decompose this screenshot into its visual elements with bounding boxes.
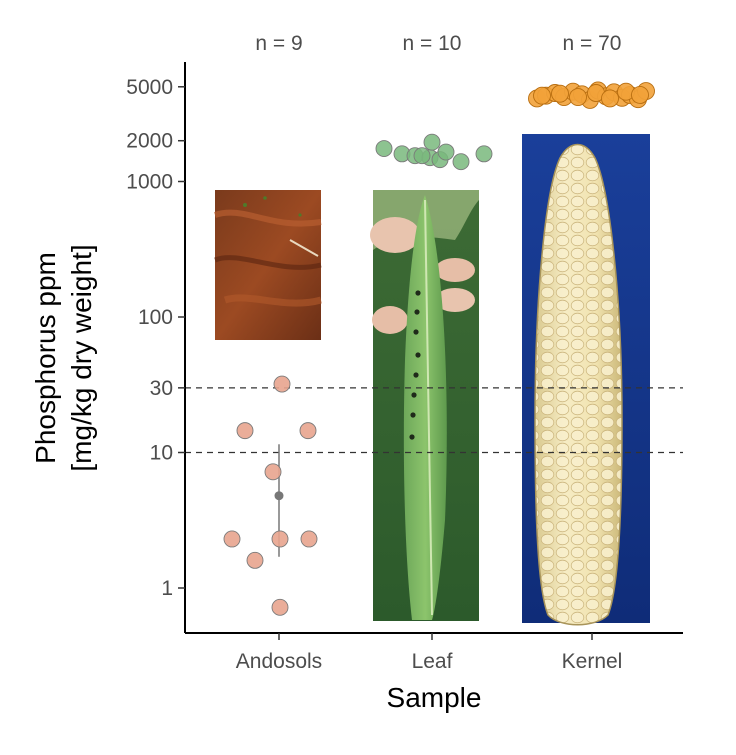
kernel-point	[601, 89, 619, 108]
kernel-point	[533, 86, 551, 105]
labels: 1 10 30 100 1000 2000 5000 Andosols n = 9 Leaf n =…	[126, 32, 622, 673]
leaf-photo	[370, 190, 479, 621]
andosols-point	[273, 375, 291, 393]
kernel-point	[631, 86, 649, 104]
y-axis-title-line2: [mg/kg dry weight]	[66, 244, 97, 471]
axes	[178, 62, 683, 640]
kernel-point	[551, 84, 569, 103]
n-label: n = 10	[403, 32, 462, 55]
n-label: n = 70	[563, 32, 622, 55]
andosols-point	[271, 530, 289, 548]
y-tick-label: 5000	[126, 76, 173, 99]
andosols-point	[264, 463, 282, 481]
leaf-point	[413, 147, 431, 165]
reference-lines	[185, 387, 683, 454]
y-tick-label: 1000	[126, 171, 173, 194]
andosols-photo	[214, 190, 322, 340]
x-tick-label: Leaf	[412, 650, 453, 673]
y-tick-label: 100	[138, 306, 173, 329]
mean-point	[274, 491, 284, 501]
data-points	[223, 81, 655, 616]
y-axis-title-line1: Phosphorus ppm	[30, 252, 61, 464]
andosols-point	[299, 422, 317, 440]
n-label: n = 9	[255, 32, 302, 55]
y-tick-label: 1	[161, 577, 173, 600]
leaf-point	[475, 145, 493, 163]
leaf-point	[437, 143, 455, 161]
andosols-point	[271, 598, 289, 616]
leaf-point	[423, 133, 441, 151]
y-tick-label: 10	[150, 442, 173, 465]
x-tick-label: Andosols	[236, 650, 322, 673]
kernel-point	[569, 88, 587, 106]
leaf-point	[375, 140, 393, 158]
andosols-point	[246, 551, 264, 569]
kernel-photo	[522, 134, 650, 626]
y-tick-label: 2000	[126, 130, 173, 153]
x-axis-title: Sample	[387, 682, 482, 713]
x-tick-label: Kernel	[562, 650, 623, 673]
andosols-point	[236, 422, 254, 440]
andosols-point	[300, 530, 318, 548]
leaf-point	[452, 153, 470, 171]
y-tick-label: 30	[150, 377, 173, 400]
andosols-point	[223, 530, 241, 548]
